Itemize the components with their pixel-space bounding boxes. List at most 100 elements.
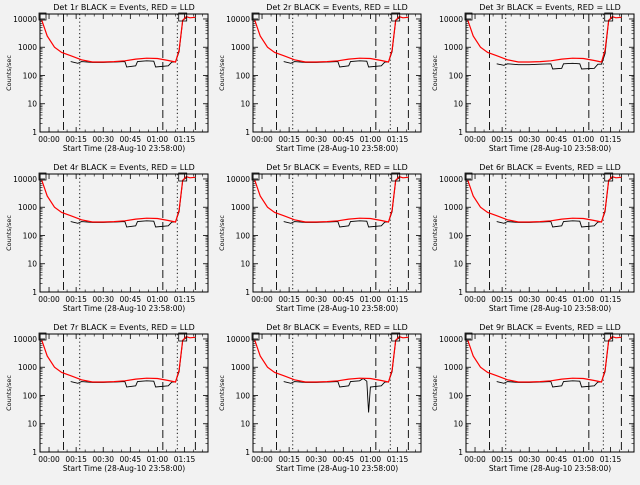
corner-marker <box>464 172 473 181</box>
y-tick-label: 10 <box>240 420 250 429</box>
y-tick-label: 10000 <box>439 15 463 24</box>
y-tick-label: 10 <box>240 260 250 269</box>
plot-title: Det 1r BLACK = Events, RED = LLD <box>53 3 195 12</box>
plot-panel: Det 5r BLACK = Events, RED = LLD 1 10 100 10… <box>218 163 422 313</box>
y-axis-label: Counts/sec <box>5 55 13 91</box>
series-line-events <box>496 17 613 70</box>
x-axis-label: Start Time (28-Aug-10 23:58:00) <box>489 304 611 313</box>
x-tick-label: 00:45 <box>120 455 142 464</box>
corner-marker <box>464 332 473 341</box>
y-tick-label: 1 <box>245 288 250 297</box>
x-tick-label: 01:15 <box>387 295 409 304</box>
y-tick-label: 10000 <box>13 15 37 24</box>
plot-frame <box>252 173 422 293</box>
y-tick-label: 10000 <box>439 175 463 184</box>
x-tick-label: 00:30 <box>92 295 114 304</box>
x-tick-label: 01:00 <box>147 295 169 304</box>
series-line-lld <box>467 336 622 383</box>
x-tick-label: 00:00 <box>38 295 60 304</box>
x-tick-label: 01:00 <box>147 135 169 144</box>
series-line-lld <box>254 16 409 63</box>
x-tick-label: 00:45 <box>120 135 142 144</box>
x-tick-label: 00:45 <box>546 135 568 144</box>
x-tick-label: 00:30 <box>305 455 327 464</box>
y-tick-label: 1 <box>32 288 37 297</box>
corner-marker <box>251 172 260 181</box>
y-axis-label: Counts/sec <box>431 55 439 91</box>
y-tick-label: 10 <box>27 260 37 269</box>
y-tick-label: 100 <box>23 71 38 80</box>
corner-marker <box>391 172 401 182</box>
y-tick-label: 100 <box>449 231 464 240</box>
plot-title: Det 9r BLACK = Events, RED = LLD <box>479 323 621 332</box>
x-tick-label: 01:15 <box>174 135 196 144</box>
plot-title: Det 3r BLACK = Events, RED = LLD <box>479 3 621 12</box>
y-tick-label: 1 <box>245 128 250 137</box>
corner-marker <box>604 12 614 22</box>
corner-marker <box>604 332 614 342</box>
x-tick-label: 00:45 <box>546 455 568 464</box>
x-tick-label: 00:00 <box>464 135 486 144</box>
y-tick-label: 1 <box>458 448 463 457</box>
plot-title: Det 6r BLACK = Events, RED = LLD <box>479 163 621 172</box>
y-tick-label: 1000 <box>18 363 37 372</box>
x-tick-label: 01:00 <box>147 455 169 464</box>
y-tick-label: 1 <box>245 448 250 457</box>
plot-frame <box>252 13 422 133</box>
y-tick-label: 1000 <box>231 363 250 372</box>
x-tick-label: 01:15 <box>387 455 409 464</box>
series-line-lld <box>41 176 196 223</box>
x-axis-label: Start Time (28-Aug-10 23:58:00) <box>276 144 398 153</box>
plot-frame <box>465 173 635 293</box>
y-tick-label: 100 <box>23 231 38 240</box>
y-tick-label: 1000 <box>444 203 463 212</box>
plot-title: Det 7r BLACK = Events, RED = LLD <box>53 323 195 332</box>
y-axis-label: Counts/sec <box>431 215 439 251</box>
y-tick-label: 1000 <box>18 203 37 212</box>
corner-marker <box>38 332 47 341</box>
plot-panel: Det 6r BLACK = Events, RED = LLD 1 10 100 10… <box>431 163 635 313</box>
x-tick-label: 00:00 <box>251 135 273 144</box>
y-tick-label: 10000 <box>226 15 250 24</box>
x-tick-label: 00:30 <box>305 135 327 144</box>
x-tick-label: 00:15 <box>491 135 513 144</box>
plot-panel: Det 9r BLACK = Events, RED = LLD 1 10 100 10… <box>431 323 635 473</box>
plot-frame <box>465 13 635 133</box>
y-tick-label: 1 <box>32 448 37 457</box>
x-tick-label: 00:15 <box>65 455 87 464</box>
x-tick-label: 00:15 <box>65 135 87 144</box>
x-axis-label: Start Time (28-Aug-10 23:58:00) <box>276 304 398 313</box>
x-tick-label: 00:00 <box>38 135 60 144</box>
y-tick-label: 1000 <box>444 43 463 52</box>
plot-title: Det 2r BLACK = Events, RED = LLD <box>266 3 408 12</box>
y-axis-label: Counts/sec <box>431 375 439 411</box>
series-line-events <box>70 337 187 388</box>
y-tick-label: 10000 <box>226 175 250 184</box>
y-tick-label: 1000 <box>18 43 37 52</box>
x-tick-label: 00:15 <box>65 295 87 304</box>
x-axis-label: Start Time (28-Aug-10 23:58:00) <box>489 464 611 473</box>
x-tick-label: 00:00 <box>251 455 273 464</box>
y-tick-label: 100 <box>449 391 464 400</box>
plot-title: Det 5r BLACK = Events, RED = LLD <box>266 163 408 172</box>
series-line-events <box>70 177 187 228</box>
x-tick-label: 01:00 <box>573 455 595 464</box>
series-line-events <box>283 17 400 68</box>
plot-frame <box>39 13 209 133</box>
x-tick-label: 00:30 <box>518 455 540 464</box>
plot-frame <box>465 333 635 453</box>
y-tick-label: 100 <box>23 391 38 400</box>
y-tick-label: 100 <box>449 71 464 80</box>
y-tick-label: 10000 <box>439 335 463 344</box>
y-tick-label: 100 <box>236 391 251 400</box>
y-tick-label: 10 <box>240 100 250 109</box>
y-tick-label: 10 <box>453 100 463 109</box>
x-tick-label: 00:15 <box>278 455 300 464</box>
series-line-lld <box>41 16 196 63</box>
y-tick-label: 1 <box>458 288 463 297</box>
plot-panel: Det 7r BLACK = Events, RED = LLD 1 10 100 10… <box>5 323 209 473</box>
y-tick-label: 10 <box>27 100 37 109</box>
x-tick-label: 00:15 <box>491 455 513 464</box>
x-tick-label: 00:45 <box>546 295 568 304</box>
